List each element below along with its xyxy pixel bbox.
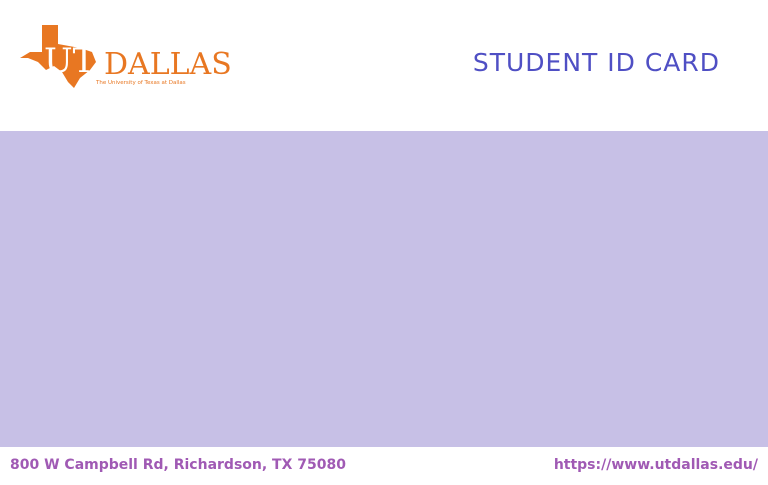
utd-logo-graphic: UT DALLAS The University of Texas at Dal… <box>20 25 232 88</box>
logo-dallas: DALLAS <box>104 47 232 82</box>
card-title: STUDENT ID CARD <box>472 48 720 77</box>
card-body-panel <box>0 131 768 447</box>
address-text: 800 W Campbell Rd, Richardson, TX 75080 <box>10 457 346 473</box>
card-header: UT DALLAS The University of Texas at Dal… <box>0 0 768 131</box>
card-footer: 800 W Campbell Rd, Richardson, TX 75080 … <box>0 447 768 485</box>
logo-tagline: The University of Texas at Dallas <box>95 80 186 86</box>
utd-logo: UT DALLAS The University of Texas at Dal… <box>18 22 238 92</box>
logo-ut: UT <box>44 41 96 81</box>
texas-shape-icon <box>20 25 96 88</box>
website-link[interactable]: https://www.utdallas.edu/ <box>553 457 758 473</box>
